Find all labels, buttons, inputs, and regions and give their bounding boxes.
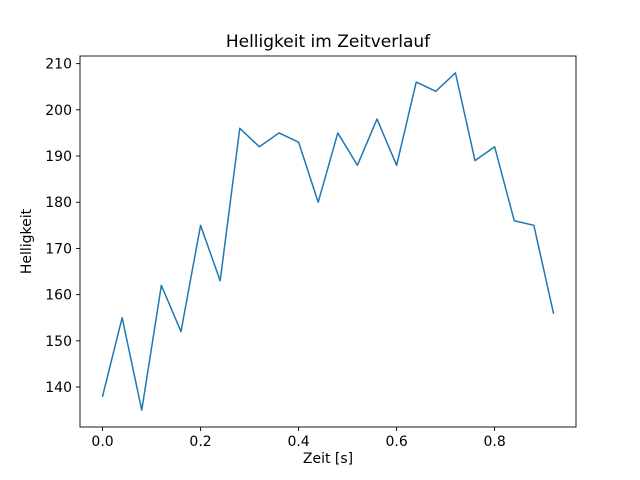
x-axis-label: Zeit [s] [303, 451, 353, 467]
x-tick-label: 0.4 [287, 434, 309, 450]
y-tick-label: 190 [45, 149, 72, 165]
chart-title: Helligkeit im Zeitverlauf [226, 32, 431, 52]
y-tick-label: 140 [45, 380, 72, 396]
x-tick-label: 0.2 [189, 434, 211, 450]
x-tick-label: 0.0 [91, 434, 113, 450]
brightness-line [101, 72, 555, 411]
y-tick-label: 150 [45, 334, 72, 350]
y-tick-label: 180 [45, 195, 72, 211]
plot-border [79, 55, 577, 428]
y-tick-label: 160 [45, 288, 72, 304]
x-tick-label: 0.6 [385, 434, 407, 450]
y-axis-label: Helligkeit [19, 208, 35, 274]
y-tick-label: 170 [45, 241, 72, 257]
y-tick-label: 210 [45, 57, 72, 73]
y-tick-label: 200 [45, 103, 72, 119]
x-tick-label: 0.8 [484, 434, 506, 450]
